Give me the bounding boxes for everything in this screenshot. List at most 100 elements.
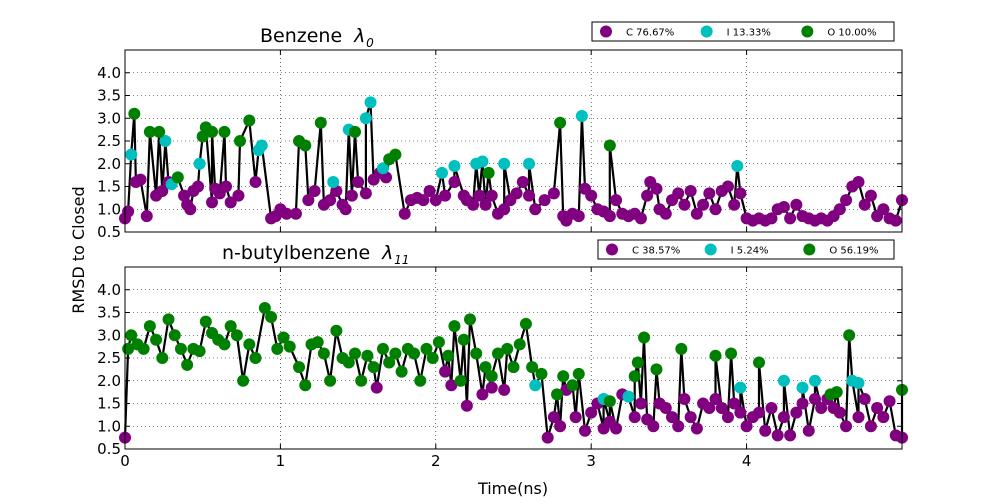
series-I — [529, 374, 865, 405]
data-point-C — [448, 175, 461, 188]
x-tick-label: 2 — [431, 452, 441, 470]
data-point-O — [348, 347, 361, 360]
data-point-O — [171, 171, 184, 184]
data-point-C — [628, 411, 641, 424]
data-point-C — [765, 212, 778, 225]
y-tick-label: 4.0 — [97, 281, 121, 299]
data-point-O — [258, 301, 271, 314]
data-point-O — [230, 329, 243, 342]
data-point-C — [473, 189, 486, 202]
data-point-O — [482, 166, 495, 179]
data-point-C — [690, 207, 703, 220]
data-point-O — [237, 374, 250, 387]
y-tick-label: 3.0 — [97, 109, 121, 127]
data-point-C — [808, 392, 821, 405]
legend-marker — [600, 25, 612, 38]
data-point-O — [342, 356, 355, 369]
data-point-C — [498, 203, 511, 216]
y-tick-label: 1.0 — [97, 417, 121, 435]
data-point-C — [759, 424, 772, 437]
y-tick-label: 4.0 — [97, 64, 121, 82]
series-C — [119, 166, 908, 227]
data-point-O — [463, 313, 476, 326]
data-point-O — [355, 374, 368, 387]
data-point-O — [181, 358, 194, 371]
data-point-C — [715, 402, 728, 415]
data-point-O — [143, 125, 156, 138]
data-point-O — [709, 349, 722, 362]
data-point-I — [359, 112, 372, 125]
data-point-O — [753, 356, 766, 369]
y-tick-label: 3.5 — [97, 87, 121, 105]
data-point-C — [220, 180, 233, 193]
data-point-O — [143, 320, 156, 333]
data-point-O — [389, 148, 402, 161]
legend-marker — [704, 243, 717, 256]
data-point-I — [255, 139, 268, 152]
data-point-C — [380, 171, 393, 184]
data-point-O — [426, 352, 439, 364]
data-point-C — [703, 402, 716, 415]
chart-title: n-butylbenzene — [222, 242, 370, 264]
data-point-C — [858, 392, 871, 405]
data-point-C — [697, 198, 710, 211]
data-point-C — [784, 429, 797, 442]
data-point-O — [137, 342, 150, 355]
data-point-O — [572, 367, 585, 380]
data-point-C — [523, 189, 536, 202]
data-point-C — [498, 383, 511, 396]
data-point-C — [429, 194, 442, 207]
data-point-I — [523, 157, 536, 170]
data-point-O — [277, 331, 290, 344]
data-point-C — [585, 406, 598, 419]
data-point-O — [156, 352, 169, 364]
data-point-C — [672, 187, 685, 200]
data-point-I — [159, 135, 172, 147]
data-point-C — [423, 185, 436, 198]
data-point-C — [864, 420, 877, 433]
data-point-O — [485, 370, 498, 383]
data-point-I — [448, 160, 461, 173]
data-point-I — [734, 381, 747, 394]
data-point-O — [348, 125, 361, 138]
y-tick-label: 2.5 — [97, 132, 121, 150]
data-point-C — [308, 185, 321, 198]
data-point-O — [265, 311, 278, 324]
data-point-C — [678, 198, 691, 211]
data-point-C — [777, 200, 790, 213]
data-point-C — [871, 402, 884, 415]
data-point-C — [709, 392, 722, 405]
data-point-C — [603, 210, 616, 223]
data-point-C — [650, 182, 663, 195]
legend-marker — [700, 25, 713, 38]
data-point-O — [150, 333, 163, 346]
data-point-C — [224, 196, 237, 209]
data-point-C — [678, 392, 691, 405]
data-point-O — [196, 130, 209, 143]
title-subscript: 11 — [394, 253, 409, 267]
data-point-C — [852, 175, 865, 188]
data-point-C — [339, 203, 352, 216]
data-point-C — [569, 411, 582, 424]
data-point-C — [610, 422, 623, 435]
legend-box — [597, 239, 895, 260]
data-point-C — [852, 411, 865, 424]
data-point-C — [802, 424, 815, 437]
data-point-C — [572, 210, 585, 223]
data-point-C — [547, 411, 560, 424]
data-point-C — [721, 180, 734, 193]
data-point-O — [628, 370, 641, 383]
data-point-C — [206, 196, 219, 209]
data-point-I — [376, 162, 389, 175]
data-point-C — [840, 420, 853, 433]
data-point-O — [299, 139, 312, 152]
data-point-C — [184, 203, 197, 216]
data-point-O — [457, 333, 470, 346]
data-point-C — [889, 214, 902, 227]
data-point-C — [877, 203, 890, 216]
data-point-C — [439, 189, 452, 202]
data-point-O — [420, 342, 433, 355]
data-point-C — [554, 420, 567, 433]
data-point-O — [432, 336, 445, 349]
data-point-O — [199, 315, 212, 328]
